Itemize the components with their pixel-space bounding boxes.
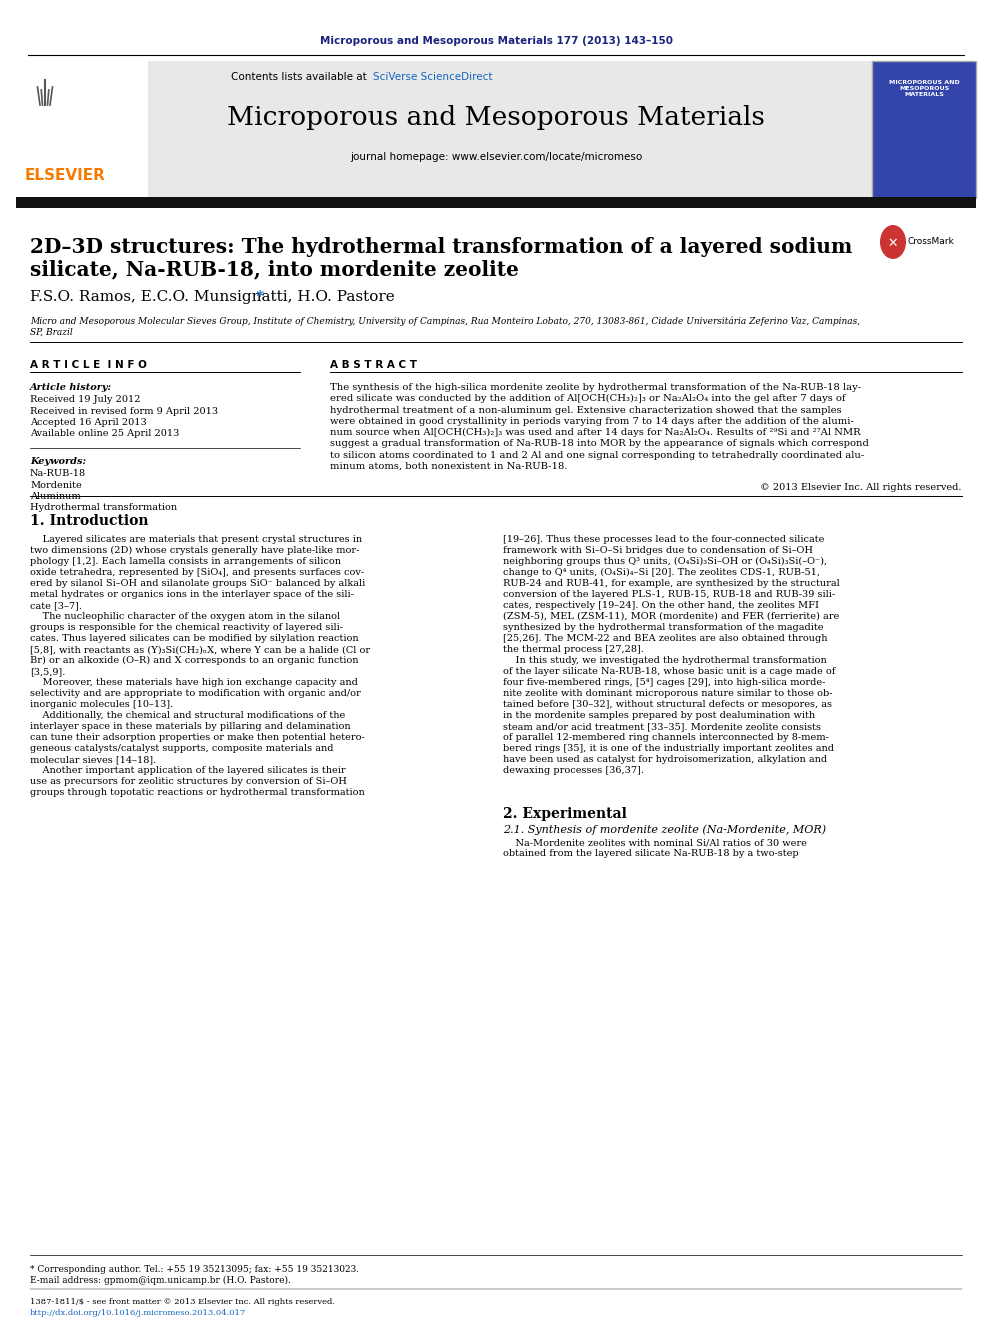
Text: ✕: ✕ — [888, 237, 898, 250]
Text: silicate, Na-RUB-18, into mordenite zeolite: silicate, Na-RUB-18, into mordenite zeol… — [30, 259, 519, 279]
Bar — [16, 197, 976, 208]
Text: [5,8], with reactants as (Y)₃Si(CH₂)ₙX, where Y can be a halide (Cl or: [5,8], with reactants as (Y)₃Si(CH₂)ₙX, … — [30, 646, 370, 654]
Text: neighboring groups thus Q³ units, (O₄Si)₃Si–OH or (O₄Si)₃Si(–O⁻),: neighboring groups thus Q³ units, (O₄Si)… — [503, 557, 827, 566]
Text: inorganic molecules [10–13].: inorganic molecules [10–13]. — [30, 700, 174, 709]
Text: Article history:: Article history: — [30, 382, 112, 392]
Text: nite zeolite with dominant microporous nature similar to those ob-: nite zeolite with dominant microporous n… — [503, 689, 832, 699]
Text: Another important application of the layered silicates is their: Another important application of the lay… — [30, 766, 345, 775]
Text: Micro and Mesoporous Molecular Sieves Group, Institute of Chemistry, University : Micro and Mesoporous Molecular Sieves Gr… — [30, 316, 860, 325]
Bar — [16, 61, 148, 198]
Text: to silicon atoms coordinated to 1 and 2 Al and one signal corresponding to tetra: to silicon atoms coordinated to 1 and 2 … — [330, 451, 864, 460]
Text: groups is responsible for the chemical reactivity of layered sili-: groups is responsible for the chemical r… — [30, 623, 343, 632]
Text: two dimensions (2D) whose crystals generally have plate-like mor-: two dimensions (2D) whose crystals gener… — [30, 546, 359, 556]
Text: A B S T R A C T: A B S T R A C T — [330, 360, 417, 370]
Text: steam and/or acid treatment [33–35]. Mordenite zeolite consists: steam and/or acid treatment [33–35]. Mor… — [503, 722, 821, 732]
Text: * Corresponding author. Tel.: +55 19 35213095; fax: +55 19 35213023.: * Corresponding author. Tel.: +55 19 352… — [30, 1265, 359, 1274]
Text: cate [3–7].: cate [3–7]. — [30, 601, 82, 610]
Text: E-mail address: gpmom@iqm.unicamp.br (H.O. Pastore).: E-mail address: gpmom@iqm.unicamp.br (H.… — [30, 1275, 291, 1285]
Text: Contents lists available at: Contents lists available at — [231, 71, 370, 82]
Text: SciVerse ScienceDirect: SciVerse ScienceDirect — [373, 71, 492, 82]
Text: Accepted 16 April 2013: Accepted 16 April 2013 — [30, 418, 147, 427]
Text: [25,26]. The MCM-22 and BEA zeolites are also obtained through: [25,26]. The MCM-22 and BEA zeolites are… — [503, 634, 827, 643]
Text: 1387-1811/$ - see front matter © 2013 Elsevier Inc. All rights reserved.: 1387-1811/$ - see front matter © 2013 El… — [30, 1298, 335, 1306]
Text: A R T I C L E  I N F O: A R T I C L E I N F O — [30, 360, 147, 370]
Text: minum atoms, both nonexistent in Na-RUB-18.: minum atoms, both nonexistent in Na-RUB-… — [330, 462, 567, 471]
Text: Layered silicates are materials that present crystal structures in: Layered silicates are materials that pre… — [30, 534, 362, 544]
Text: selectivity and are appropriate to modification with organic and/or: selectivity and are appropriate to modif… — [30, 689, 361, 699]
Text: © 2013 Elsevier Inc. All rights reserved.: © 2013 Elsevier Inc. All rights reserved… — [761, 483, 962, 492]
Text: ELSEVIER: ELSEVIER — [25, 168, 106, 183]
Text: use as precursors for zeolitic structures by conversion of Si–OH: use as precursors for zeolitic structure… — [30, 777, 347, 786]
Text: cates, respectively [19–24]. On the other hand, the zeolites MFI: cates, respectively [19–24]. On the othe… — [503, 601, 819, 610]
Text: (ZSM-5), MEL (ZSM-11), MOR (mordenite) and FER (ferrierite) are: (ZSM-5), MEL (ZSM-11), MOR (mordenite) a… — [503, 613, 839, 620]
Ellipse shape — [880, 225, 906, 259]
Text: num source when Al[OCH(CH₃)₂]₃ was used and after 14 days for Na₂Al₂O₄. Results : num source when Al[OCH(CH₃)₂]₃ was used … — [330, 429, 861, 438]
Text: Na-RUB-18: Na-RUB-18 — [30, 468, 86, 478]
Bar — [16, 61, 976, 198]
Bar — [872, 61, 976, 198]
Text: metal hydrates or organics ions in the interlayer space of the sili-: metal hydrates or organics ions in the i… — [30, 590, 354, 599]
Text: http://dx.doi.org/10.1016/j.micromeso.2013.04.017: http://dx.doi.org/10.1016/j.micromeso.20… — [30, 1308, 246, 1316]
Text: SP, Brazil: SP, Brazil — [30, 328, 72, 337]
Text: phology [1,2]. Each lamella consists in arrangements of silicon: phology [1,2]. Each lamella consists in … — [30, 557, 341, 566]
Text: cates. Thus layered silicates can be modified by silylation reaction: cates. Thus layered silicates can be mod… — [30, 634, 359, 643]
Text: MICROPOROUS AND
MESOPOROUS
MATERIALS: MICROPOROUS AND MESOPOROUS MATERIALS — [889, 79, 959, 97]
Text: synthesized by the hydrothermal transformation of the magadite: synthesized by the hydrothermal transfor… — [503, 623, 823, 632]
Text: have been used as catalyst for hydroisomerization, alkylation and: have been used as catalyst for hydroisom… — [503, 755, 827, 763]
Text: Mordenite: Mordenite — [30, 480, 81, 490]
Text: Hydrothermal transformation: Hydrothermal transformation — [30, 504, 178, 512]
Text: Aluminum: Aluminum — [30, 492, 80, 501]
Text: 2.1. Synthesis of mordenite zeolite (Na-Mordenite, MOR): 2.1. Synthesis of mordenite zeolite (Na-… — [503, 824, 826, 835]
Text: framework with Si–O–Si bridges due to condensation of Si–OH: framework with Si–O–Si bridges due to co… — [503, 546, 813, 556]
Text: [19–26]. Thus these processes lead to the four-connected silicate: [19–26]. Thus these processes lead to th… — [503, 534, 824, 544]
Text: Microporous and Mesoporous Materials: Microporous and Mesoporous Materials — [227, 105, 765, 130]
Text: Keywords:: Keywords: — [30, 456, 86, 466]
Text: F.S.O. Ramos, E.C.O. Munsignatti, H.O. Pastore: F.S.O. Ramos, E.C.O. Munsignatti, H.O. P… — [30, 290, 395, 304]
Text: groups through topotatic reactions or hydrothermal transformation: groups through topotatic reactions or hy… — [30, 789, 365, 796]
Text: hydrothermal treatment of a non-aluminum gel. Extensive characterization showed : hydrothermal treatment of a non-aluminum… — [330, 406, 841, 414]
Text: RUB-24 and RUB-41, for example, are synthesized by the structural: RUB-24 and RUB-41, for example, are synt… — [503, 579, 840, 587]
Text: bered rings [35], it is one of the industrially important zeolites and: bered rings [35], it is one of the indus… — [503, 744, 834, 753]
Text: 2. Experimental: 2. Experimental — [503, 807, 627, 822]
Text: tained before [30–32], without structural defects or mesopores, as: tained before [30–32], without structura… — [503, 700, 832, 709]
Text: Moreover, these materials have high ion exchange capacity and: Moreover, these materials have high ion … — [30, 677, 358, 687]
Text: [3,5,9].: [3,5,9]. — [30, 667, 65, 676]
Text: can tune their adsorption properties or make then potential hetero-: can tune their adsorption properties or … — [30, 733, 365, 742]
Text: obtained from the layered silicate Na-RUB-18 by a two-step: obtained from the layered silicate Na-RU… — [503, 849, 799, 859]
Text: suggest a gradual transformation of Na-RUB-18 into MOR by the appearance of sign: suggest a gradual transformation of Na-R… — [330, 439, 869, 448]
Text: *: * — [251, 290, 264, 304]
Text: 1. Introduction: 1. Introduction — [30, 515, 149, 528]
Text: CrossMark: CrossMark — [908, 237, 954, 246]
Text: four five-membered rings, [5⁴] cages [29], into high-silica morde-: four five-membered rings, [5⁴] cages [29… — [503, 677, 825, 687]
Text: conversion of the layered PLS-1, RUB-15, RUB-18 and RUB-39 sili-: conversion of the layered PLS-1, RUB-15,… — [503, 590, 835, 599]
Text: Additionally, the chemical and structural modifications of the: Additionally, the chemical and structura… — [30, 710, 345, 720]
Text: oxide tetrahedra, represented by [SiO₄], and presents surfaces cov-: oxide tetrahedra, represented by [SiO₄],… — [30, 568, 364, 577]
Text: The nucleophilic character of the oxygen atom in the silanol: The nucleophilic character of the oxygen… — [30, 613, 340, 620]
Text: dewaxing processes [36,37].: dewaxing processes [36,37]. — [503, 766, 644, 775]
Text: The synthesis of the high-silica mordenite zeolite by hydrothermal transformatio: The synthesis of the high-silica mordeni… — [330, 382, 861, 392]
Text: Available online 25 April 2013: Available online 25 April 2013 — [30, 430, 180, 438]
Text: ered silicate was conducted by the addition of Al[OCH(CH₃)₂]₃ or Na₂Al₂O₄ into t: ered silicate was conducted by the addit… — [330, 394, 845, 404]
Text: of the layer silicate Na-RUB-18, whose basic unit is a cage made of: of the layer silicate Na-RUB-18, whose b… — [503, 667, 835, 676]
Text: interlayer space in these materials by pillaring and delamination: interlayer space in these materials by p… — [30, 722, 350, 732]
Text: Received 19 July 2012: Received 19 July 2012 — [30, 396, 141, 404]
Text: Br) or an alkoxide (O–R) and X corresponds to an organic function: Br) or an alkoxide (O–R) and X correspon… — [30, 656, 358, 665]
Text: geneous catalysts/catalyst supports, composite materials and: geneous catalysts/catalyst supports, com… — [30, 744, 333, 753]
Text: in the mordenite samples prepared by post dealumination with: in the mordenite samples prepared by pos… — [503, 710, 815, 720]
Text: 2D–3D structures: The hydrothermal transformation of a layered sodium: 2D–3D structures: The hydrothermal trans… — [30, 237, 852, 257]
Text: ered by silanol Si–OH and silanolate groups SiO⁻ balanced by alkali: ered by silanol Si–OH and silanolate gro… — [30, 579, 365, 587]
Text: journal homepage: www.elsevier.com/locate/micromeso: journal homepage: www.elsevier.com/locat… — [350, 152, 642, 161]
Text: Received in revised form 9 April 2013: Received in revised form 9 April 2013 — [30, 406, 218, 415]
Text: were obtained in good crystallinity in periods varying from 7 to 14 days after t: were obtained in good crystallinity in p… — [330, 417, 854, 426]
Text: of parallel 12-membered ring channels interconnected by 8-mem-: of parallel 12-membered ring channels in… — [503, 733, 829, 742]
Text: the thermal process [27,28].: the thermal process [27,28]. — [503, 646, 644, 654]
Text: Na-Mordenite zeolites with nominal Si/Al ratios of 30 were: Na-Mordenite zeolites with nominal Si/Al… — [503, 837, 806, 847]
Text: change to Q⁴ units, (O₄Si)₄–Si [20]. The zeolites CDS-1, RUB-51,: change to Q⁴ units, (O₄Si)₄–Si [20]. The… — [503, 568, 820, 577]
Text: molecular sieves [14–18].: molecular sieves [14–18]. — [30, 755, 157, 763]
Text: Microporous and Mesoporous Materials 177 (2013) 143–150: Microporous and Mesoporous Materials 177… — [319, 36, 673, 46]
Text: In this study, we investigated the hydrothermal transformation: In this study, we investigated the hydro… — [503, 656, 826, 665]
